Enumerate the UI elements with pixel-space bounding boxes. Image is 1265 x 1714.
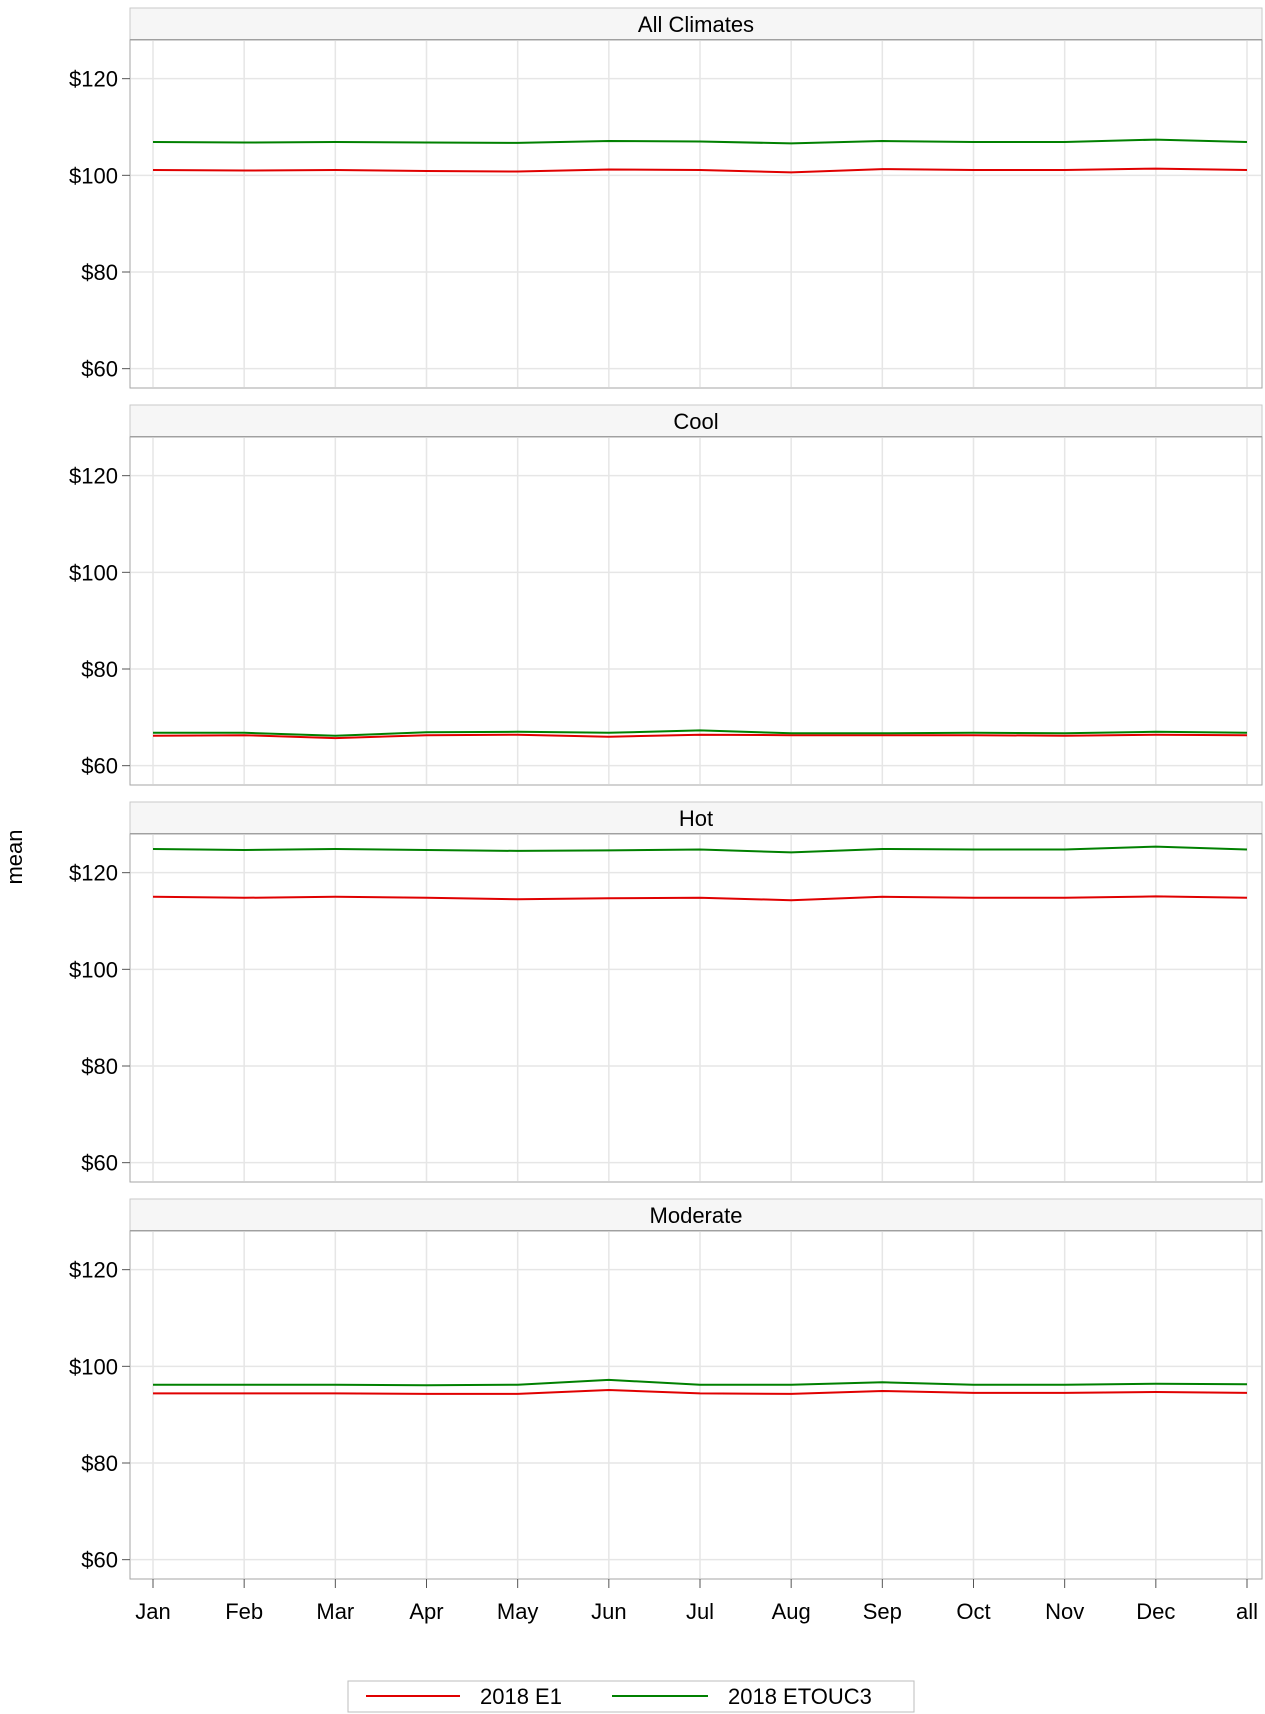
panel-hot: Hot $60 $80 $100 $120 — [69, 801, 1263, 1183]
y-tick-label: $100 — [69, 957, 118, 982]
series-line-etouc3 — [152, 138, 1248, 145]
series-line-e1 — [152, 167, 1248, 174]
panel-header — [129, 7, 1263, 41]
panel-title: Moderate — [650, 1203, 743, 1228]
x-tick-label: Sep — [863, 1599, 902, 1624]
x-tick-label: Nov — [1045, 1599, 1084, 1624]
series-line-e1 — [152, 895, 1248, 902]
y-tick-label: $100 — [69, 163, 118, 188]
y-tick-label: $120 — [69, 464, 118, 489]
x-tick-label: Aug — [772, 1599, 811, 1624]
y-tick-label: $60 — [81, 754, 118, 779]
y-tick-label: $100 — [69, 1354, 118, 1379]
x-tick-label: Oct — [956, 1599, 990, 1624]
y-tick-label: $80 — [81, 657, 118, 682]
y-tick-label: $120 — [69, 1258, 118, 1283]
plot-area — [129, 1230, 1263, 1580]
panel-moderate: Moderate $60 $80 $100 $120 Jan Feb Mar Apr May Jun… — [69, 1198, 1263, 1624]
series-line-e1 — [153, 1388, 1248, 1395]
plot-area — [129, 39, 1263, 389]
legend: 2018 E1 2018 ETOUC3 — [347, 1680, 915, 1713]
x-tick-label: Jan — [135, 1599, 170, 1624]
panel-title: Cool — [673, 409, 718, 434]
x-tick-label: Jul — [686, 1599, 714, 1624]
x-tick-label: Dec — [1136, 1599, 1175, 1624]
y-tick-label: $80 — [81, 1451, 118, 1476]
legend-label: 2018 E1 — [480, 1684, 562, 1709]
y-tick-label: $80 — [81, 260, 118, 285]
y-axis-title: mean — [2, 829, 27, 884]
panel-header — [129, 801, 1263, 835]
series-line-etouc3 — [153, 729, 1248, 737]
y-tick-label: $60 — [81, 357, 118, 382]
legend-label: 2018 ETOUC3 — [728, 1684, 872, 1709]
x-tick-label: Feb — [225, 1599, 263, 1624]
panel-header — [129, 404, 1263, 438]
panel-all-climates: All Climates $60 $80 $100 $120 — [69, 7, 1263, 389]
x-tick-label: all — [1236, 1599, 1258, 1624]
series-line-etouc3 — [152, 845, 1248, 854]
plot-area — [129, 436, 1263, 786]
panel-header — [129, 1198, 1263, 1232]
series-line-e1 — [152, 733, 1248, 740]
y-tick-label: $60 — [81, 1151, 118, 1176]
y-tick-label: $120 — [69, 861, 118, 886]
x-tick-label: Jun — [591, 1599, 626, 1624]
plot-area — [129, 833, 1263, 1183]
y-tick-label: $80 — [81, 1054, 118, 1079]
panel-cool: Cool $60 $80 $100 $120 — [69, 404, 1263, 786]
panel-title: Hot — [679, 806, 713, 831]
x-tick-label: Mar — [316, 1599, 354, 1624]
y-tick-label: $100 — [69, 560, 118, 585]
series-line-etouc3 — [153, 1378, 1248, 1387]
panel-title: All Climates — [638, 12, 754, 37]
y-tick-label: $60 — [81, 1548, 118, 1573]
x-tick-label: Apr — [409, 1599, 443, 1624]
x-tick-label: May — [497, 1599, 539, 1624]
y-tick-label: $120 — [69, 67, 118, 92]
